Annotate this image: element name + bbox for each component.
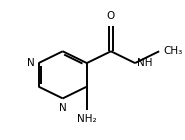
Text: NH: NH — [137, 58, 152, 68]
Text: N: N — [59, 103, 67, 113]
Text: CH₃: CH₃ — [164, 46, 183, 56]
Text: NH₂: NH₂ — [77, 114, 97, 124]
Text: N: N — [26, 58, 34, 68]
Text: O: O — [107, 11, 115, 21]
